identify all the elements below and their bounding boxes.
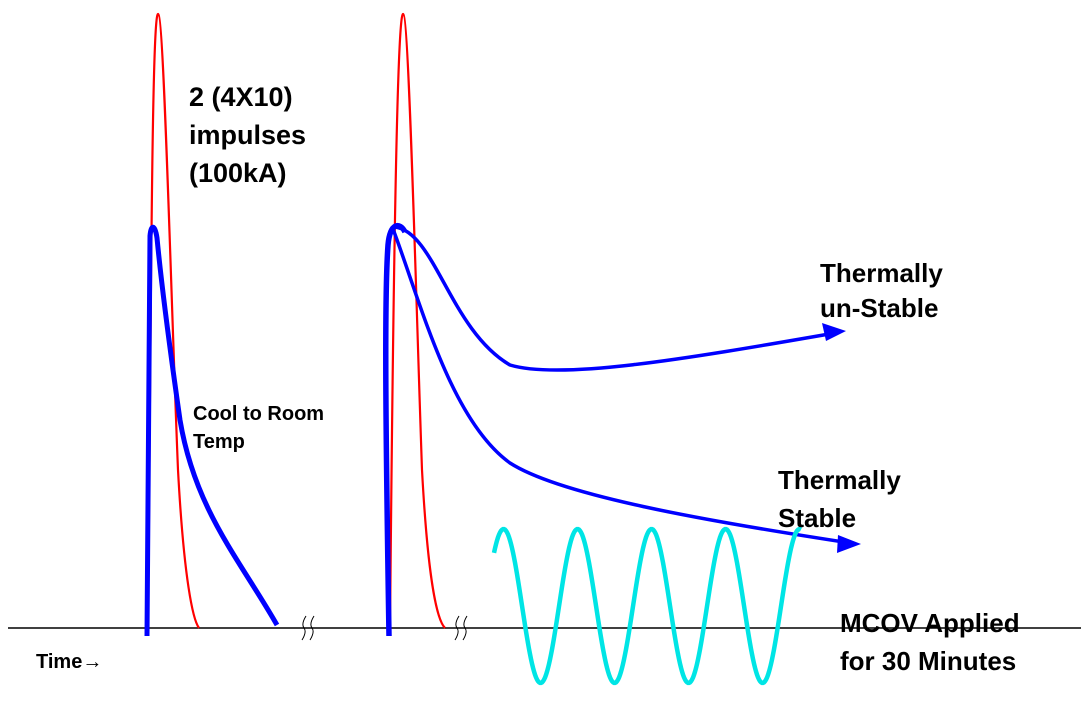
mcov-label: MCOV Applied for 30 Minutes <box>840 604 1020 680</box>
cool-label: Cool to Room Temp <box>193 400 324 456</box>
mcov-label-line-1: MCOV Applied <box>840 608 1020 638</box>
stable-curve <box>391 228 851 545</box>
unstable-curve <box>394 225 836 372</box>
stable-label-line-2: Stable <box>778 503 857 533</box>
stable-label: Thermally Stable <box>778 461 901 537</box>
mcov-sine-wave <box>491 526 803 686</box>
unstable-label-line-1: Thermally <box>820 258 943 288</box>
impulse-label-line-3: (100kA) <box>189 158 287 188</box>
time-axis-label: Time→ <box>36 651 103 673</box>
impulse-pulse-2 <box>388 12 446 629</box>
axis-break-mark-1 <box>301 615 315 641</box>
temperature-curve-1 <box>144 224 280 637</box>
impulse-label: 2 (4X10) impulses (100kA) <box>189 78 306 192</box>
temperature-curve-2-rise <box>383 222 408 637</box>
cool-label-line-1: Cool to Room <box>193 403 325 425</box>
impulse-label-line-1: 2 (4X10) <box>189 82 293 112</box>
impulse-label-line-2: impulses <box>189 120 307 150</box>
axis-break-mark-2 <box>454 615 468 641</box>
mcov-label-line-2: for 30 Minutes <box>840 646 1017 676</box>
stable-label-line-1: Thermally <box>778 465 901 495</box>
unstable-label-line-2: un-Stable <box>820 293 939 323</box>
unstable-arrowhead <box>822 323 846 341</box>
unstable-label: Thermally un-Stable <box>820 256 943 326</box>
cool-label-line-2: Temp <box>193 431 245 453</box>
stable-arrowhead <box>837 535 861 553</box>
